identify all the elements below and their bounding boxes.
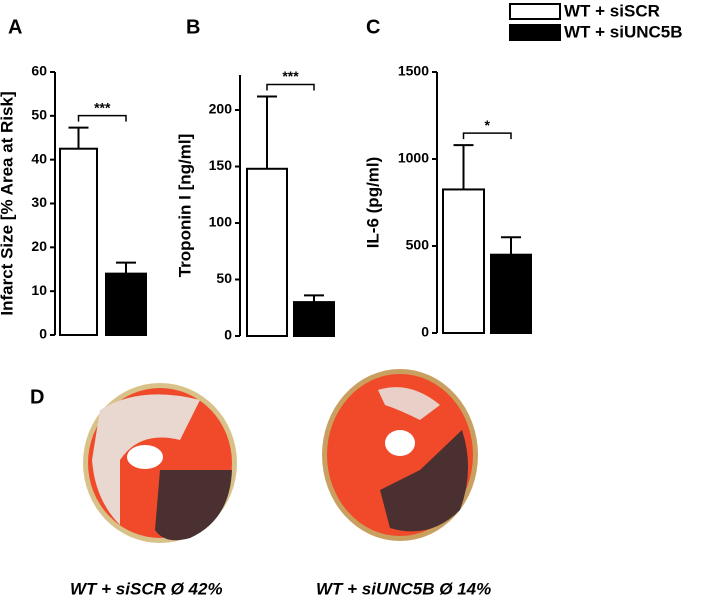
significance-bracket: [462, 132, 512, 140]
error-bar: [116, 261, 136, 274]
legend-label: WT + siUNC5B: [564, 22, 683, 41]
error-bar: [257, 95, 277, 169]
y-tick-label: 200: [209, 101, 233, 117]
bar: [59, 147, 98, 336]
significance-bracket: [266, 83, 315, 91]
y-tick-label: 0: [224, 327, 232, 343]
legend-label: WT + siSCR: [564, 1, 660, 20]
panel-label: B: [186, 16, 200, 38]
y-axis-label: Infarct Size [% Area at Risk]: [0, 91, 16, 315]
error-bar: [68, 126, 89, 149]
y-tick-label: 150: [209, 157, 233, 173]
bar: [105, 272, 147, 336]
y-tick-label: 50: [216, 270, 232, 286]
panel-label: D: [30, 386, 44, 408]
bar: [490, 253, 532, 334]
y-tick-label: 20: [31, 238, 47, 254]
error-bar: [304, 294, 324, 303]
y-tick-label: 100: [209, 214, 233, 230]
heart-image-1: [83, 383, 237, 543]
y-tick-label: 0: [39, 326, 47, 342]
y-tick-label: 0: [421, 324, 429, 340]
y-tick-label: 10: [31, 282, 47, 298]
y-tick-label: 30: [31, 194, 47, 210]
legend-swatch: [509, 24, 561, 41]
y-tick-label: 1000: [398, 150, 429, 166]
y-tick-label: 60: [31, 63, 47, 79]
panel-label: C: [366, 16, 380, 38]
y-axis-label: IL-6 (pg/ml): [363, 157, 382, 249]
significance: ***: [282, 68, 299, 84]
legend-swatch: [509, 3, 561, 20]
significance: ***: [94, 99, 111, 115]
error-bar: [453, 144, 474, 190]
bar: [442, 188, 485, 334]
y-tick-label: 1500: [398, 63, 429, 79]
panel-label: A: [8, 16, 22, 38]
y-axis-label: Troponin I [ng/ml]: [175, 134, 194, 278]
y-tick-label: 50: [31, 107, 47, 123]
bar: [293, 301, 335, 337]
y-tick-label: 40: [31, 150, 47, 166]
significance: *: [485, 117, 491, 133]
significance-bracket: [77, 114, 127, 122]
error-bar: [501, 236, 521, 255]
bar: [246, 167, 288, 337]
caption: WT + siSCR Ø 42%: [70, 579, 223, 598]
caption: WT + siUNC5B Ø 14%: [316, 579, 491, 598]
heart-image-2: [322, 369, 478, 541]
y-tick-label: 500: [406, 237, 430, 253]
